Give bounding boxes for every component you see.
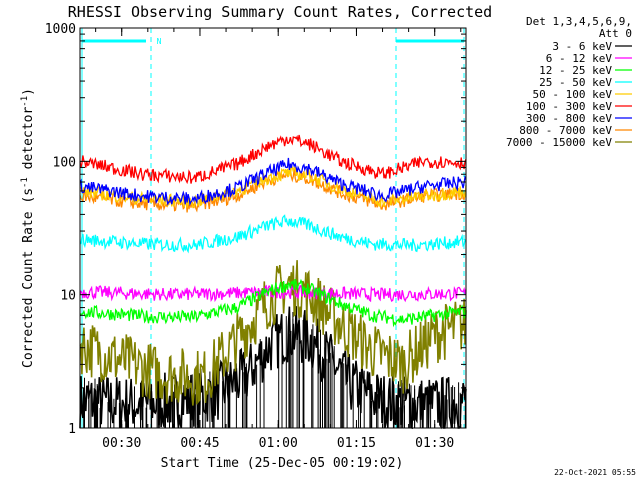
night-label: N [157, 37, 162, 46]
series-line [80, 216, 466, 252]
y-tick-label: 1000 [45, 22, 76, 37]
chart-canvas: N 00:30 00:45 01:00 01:15 01:30 1 10 100 1000 R… [0, 0, 640, 480]
x-tick-label: 01:00 [259, 436, 298, 451]
x-tick-label: 00:30 [102, 436, 141, 451]
x-tick-label: 00:45 [180, 436, 219, 451]
chart-title: RHESSI Observing Summary Count Rates, Co… [68, 3, 492, 21]
y-tick-label: 10 [60, 289, 76, 304]
series-group [80, 135, 466, 428]
x-tick-label: 01:30 [415, 436, 454, 451]
y-axis-label-part: -1 [20, 177, 30, 188]
y-tick-label: 1 [68, 422, 76, 437]
x-axis-label: Start Time (25-Dec-05 00:19:02) [161, 456, 404, 471]
y-axis-label-part: detector [21, 107, 36, 178]
y-axis-label: Corrected Count Rate (s-1 detector-1) [20, 88, 36, 368]
y-axis-label-part: Corrected Count Rate (s [21, 188, 36, 368]
x-tick-label: 01:15 [337, 436, 376, 451]
y-tick-label: 100 [53, 155, 76, 170]
date-stamp: 22-Oct-2021 05:55 [554, 468, 636, 477]
legend-header: Att 0 [599, 27, 632, 40]
y-axis-label-part: ) [21, 88, 36, 96]
legend-entry: 7000 - 15000 keV [506, 136, 632, 149]
series-line [80, 135, 466, 184]
series-100-300-kev [80, 135, 466, 184]
series-800-7000-kev [80, 169, 466, 213]
series-7000-15000-kev [80, 260, 466, 405]
y-axis-label-part: -1 [20, 96, 30, 107]
series-25-50-kev [80, 216, 466, 252]
series-line [80, 260, 466, 405]
series-line [80, 169, 466, 213]
legend-label: 7000 - 15000 keV [506, 136, 612, 149]
night-markers: N [82, 28, 464, 428]
